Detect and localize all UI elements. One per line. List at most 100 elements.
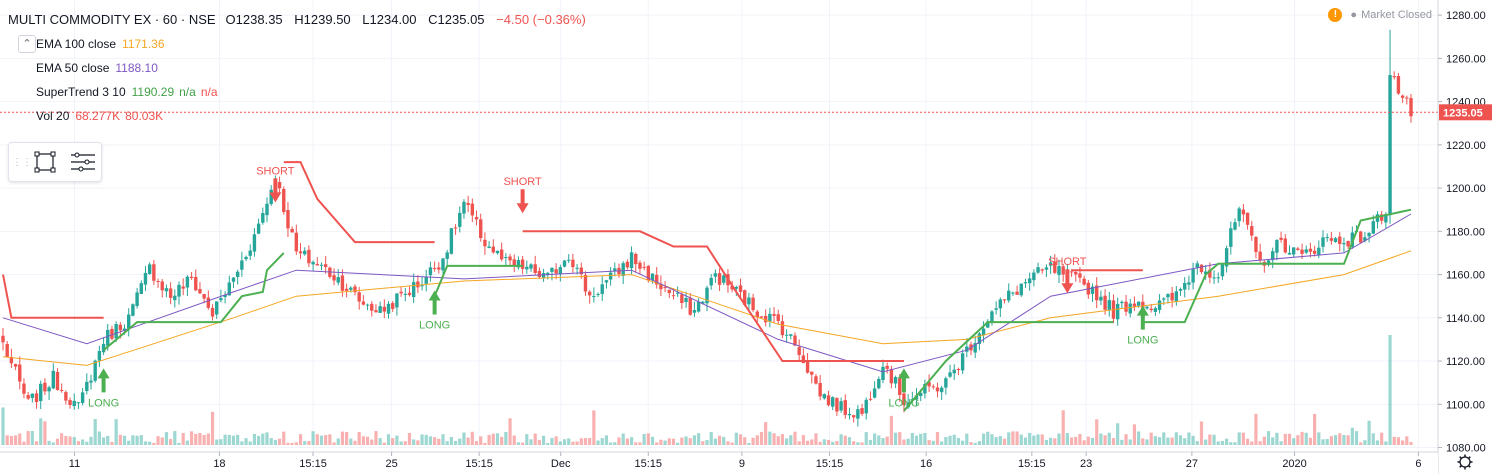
candle-body (131, 304, 135, 316)
candle-body (583, 274, 588, 292)
candle-body (43, 382, 47, 392)
volume-bar (592, 410, 596, 445)
volume-bar (772, 433, 776, 445)
volume-bar (1124, 434, 1128, 445)
indicator-ema50[interactable]: EMA 50 close 1188.10 (8, 56, 594, 80)
volume-bar (51, 442, 55, 445)
volume-bar (1304, 432, 1308, 445)
candle-body (730, 285, 734, 290)
volume-bar (449, 437, 453, 445)
candle-body (1069, 271, 1074, 273)
candle-body (1371, 221, 1375, 234)
volume-bar (101, 437, 106, 445)
gear-icon[interactable] (1457, 454, 1473, 470)
candle-body (9, 356, 14, 364)
candle-body (554, 269, 558, 274)
candle-body (215, 301, 219, 315)
candle-body (474, 217, 479, 220)
volume-bar (257, 435, 261, 445)
candle-body (831, 397, 835, 407)
volume-bar (768, 431, 772, 445)
volume-bar (349, 438, 353, 445)
candle-body (851, 415, 856, 418)
volume-bar (1195, 441, 1199, 445)
drag-handle-icon[interactable]: ⋮⋮ (12, 156, 32, 168)
short-signal-arrow (516, 189, 529, 214)
collapse-legend-icon[interactable]: ⌃ (18, 35, 36, 53)
volume-bar (1266, 431, 1271, 445)
candle-body (315, 263, 319, 266)
volume-bar (189, 431, 194, 445)
volume-bar (244, 438, 248, 445)
candle-body (1208, 269, 1212, 278)
candle-body (353, 286, 357, 293)
candle-body (1250, 226, 1254, 236)
candle-body (696, 301, 701, 312)
chart-legend: MULTI COMMODITY EX · 60 · NSE O1238.35 H… (8, 8, 594, 128)
volume-bar (994, 437, 998, 445)
candle-body (1283, 238, 1287, 253)
floating-drawing-toolbar[interactable]: ⋮⋮ (8, 142, 102, 182)
candle-body (1095, 285, 1099, 301)
candle-body (1082, 278, 1086, 285)
candle-body (1019, 283, 1023, 296)
candle-body (772, 314, 776, 316)
time-tick-label: Dec (551, 458, 571, 470)
candle-body (684, 297, 688, 302)
candle-body (135, 292, 139, 306)
volume-bar (965, 433, 969, 445)
object-tree-icon[interactable] (68, 147, 98, 177)
symbol-title[interactable]: MULTI COMMODITY EX · 60 · NSE (8, 12, 216, 27)
candle-body (567, 259, 571, 261)
candle-body (675, 292, 680, 294)
supertrend-line (522, 230, 904, 362)
volume-bar (194, 433, 198, 445)
symbol-row: MULTI COMMODITY EX · 60 · NSE O1238.35 H… (8, 8, 594, 32)
candle-body (445, 252, 449, 259)
volume-bar (236, 434, 240, 445)
volume-bar (650, 436, 655, 445)
rectangle-tool-icon[interactable] (30, 147, 60, 177)
last-price-label: 1235.05 (1443, 107, 1483, 119)
volume-bar (340, 431, 345, 445)
volume-bar (160, 437, 164, 445)
candle-body (432, 268, 437, 270)
volume-bar (1346, 435, 1350, 445)
candle-body (18, 364, 22, 382)
volume-bar (910, 432, 914, 445)
candle-body (1040, 269, 1044, 271)
indicator-volume[interactable]: Vol 20 68.277K 80.03K (8, 104, 594, 128)
indicator-ema100[interactable]: ⌃ EMA 100 close 1171.36 (8, 32, 594, 56)
candle-body (743, 290, 747, 305)
candle-body (395, 293, 399, 308)
candle-body (378, 306, 382, 313)
price-tick-label: 1160.00 (1446, 270, 1485, 282)
candle-body (1015, 291, 1019, 295)
volume-bar (1359, 442, 1363, 445)
volume-bar (143, 441, 148, 445)
indicator-supertrend[interactable]: SuperTrend 3 10 1190.29 n/a n/a (8, 80, 594, 104)
candle-body (269, 189, 273, 205)
candle-body (646, 265, 651, 281)
candle-body (504, 257, 508, 259)
candle-body (256, 223, 261, 234)
candle-body (1359, 231, 1363, 243)
volume-bar (822, 439, 826, 445)
indicator-name: EMA 100 close (36, 37, 117, 51)
volume-bar (1388, 335, 1392, 445)
volume-bar (797, 441, 801, 445)
candle-body (659, 283, 663, 290)
candle-body (1216, 277, 1220, 279)
volume-bar (634, 442, 638, 445)
volume-bar (273, 440, 277, 445)
volume-bar (345, 432, 349, 445)
candle-body (1011, 292, 1015, 294)
price-tick-label: 1200.00 (1446, 183, 1486, 195)
warning-icon[interactable]: ! (1328, 8, 1343, 22)
volume-bar (1149, 432, 1153, 445)
volume-bar (319, 435, 324, 445)
candle-body (143, 272, 148, 285)
candle-body (127, 314, 131, 329)
volume-bar (1262, 436, 1266, 445)
